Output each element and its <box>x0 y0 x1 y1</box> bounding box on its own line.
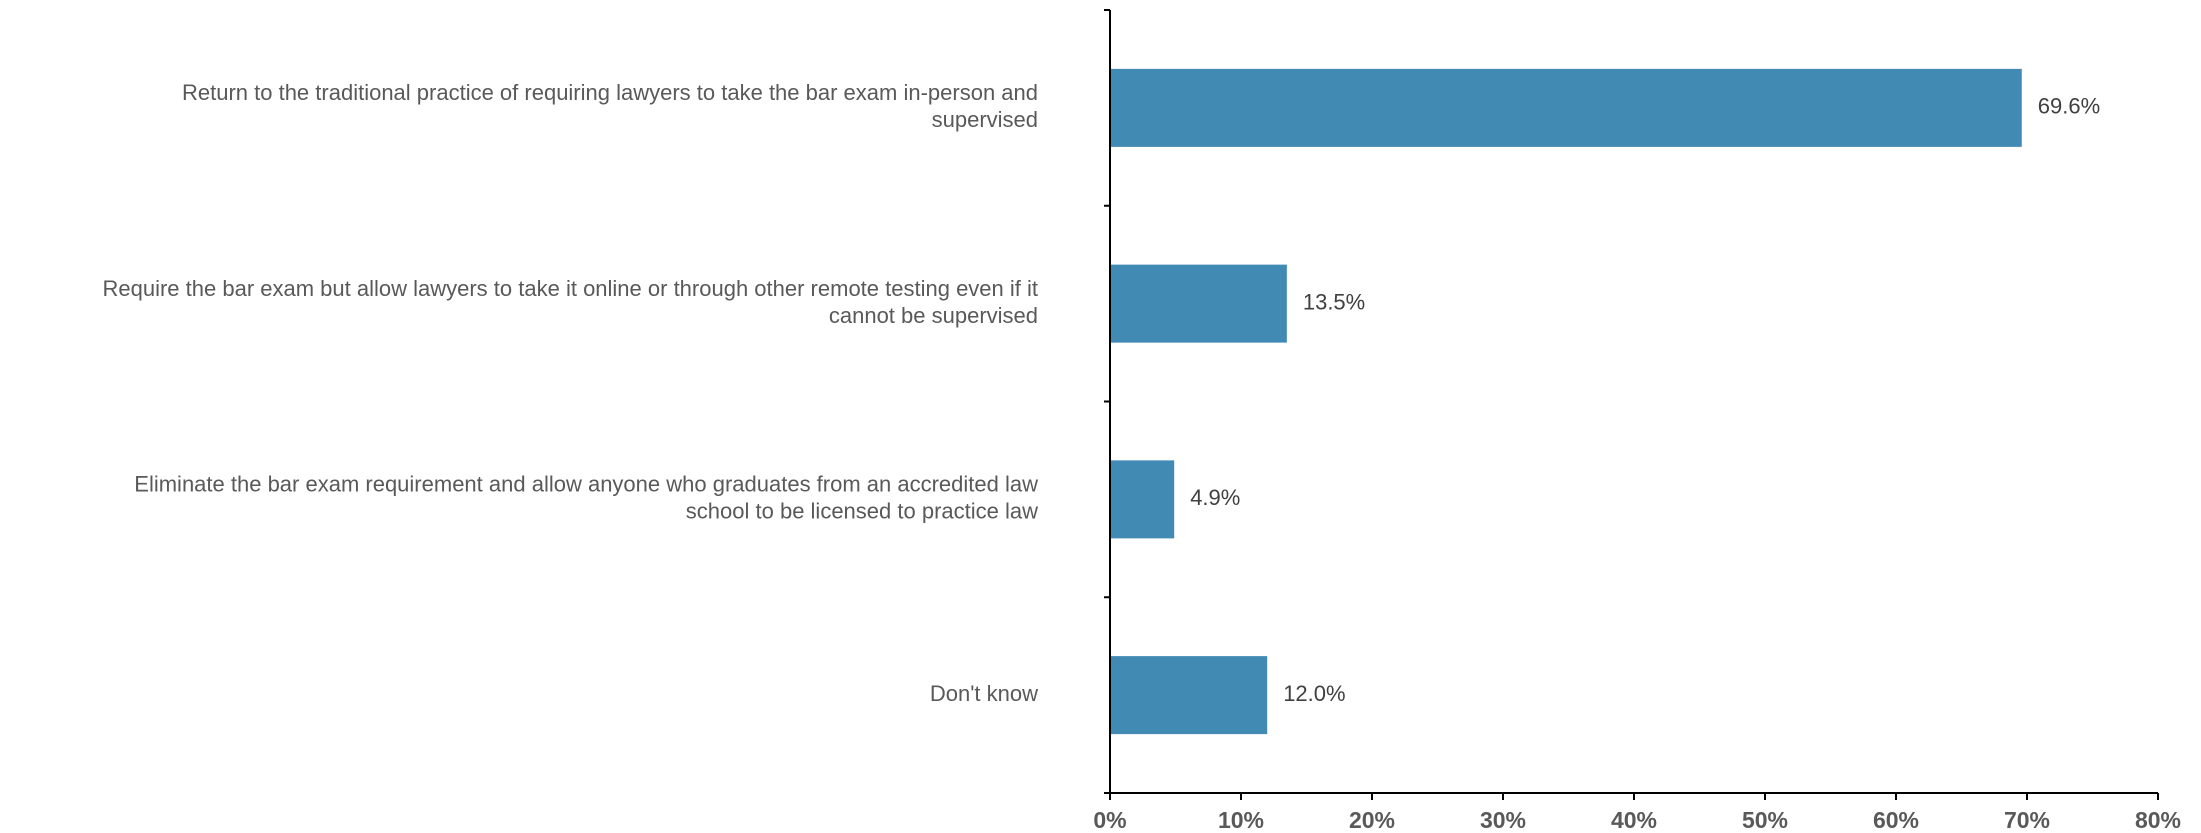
value-labels-group: 69.6% 13.5% 4.9% 12.0% <box>1190 94 2100 706</box>
value-label-2: 4.9% <box>1190 485 1240 510</box>
category-label-0-line-1: supervised <box>932 107 1038 132</box>
category-label-0: Return to the traditional practice of re… <box>182 80 1038 132</box>
category-label-0-line-0: Return to the traditional practice of re… <box>182 80 1038 105</box>
x-tick-label-1: 10% <box>1218 807 1264 833</box>
x-tick-label-2: 20% <box>1349 807 1395 833</box>
category-labels-group: Return to the traditional practice of re… <box>103 80 1039 706</box>
x-tick-label-8: 80% <box>2135 807 2181 833</box>
category-label-3-line-0: Don't know <box>930 681 1038 706</box>
category-label-1-line-0: Require the bar exam but allow lawyers t… <box>103 276 1039 301</box>
value-label-0: 69.6% <box>2038 94 2100 119</box>
bar-3 <box>1110 656 1268 735</box>
x-tick-label-0: 0% <box>1093 807 1126 833</box>
category-label-1: Require the bar exam but allow lawyers t… <box>103 276 1039 328</box>
x-tick-labels-group: 0% 10% 20% 30% 40% 50% 60% 70% 80% <box>1093 807 2181 833</box>
category-label-2-line-1: school to be licensed to practice law <box>686 499 1038 524</box>
x-tick-label-6: 60% <box>1873 807 1919 833</box>
x-tick-label-4: 40% <box>1611 807 1657 833</box>
bar-1 <box>1110 264 1287 343</box>
category-label-3: Don't know <box>930 681 1038 706</box>
bar-2 <box>1110 460 1175 539</box>
category-label-1-line-1: cannot be supervised <box>829 303 1038 328</box>
x-tick-label-3: 30% <box>1480 807 1526 833</box>
category-label-2-line-0: Eliminate the bar exam requirement and a… <box>134 472 1038 497</box>
axes-group <box>1104 9 2159 800</box>
value-label-1: 13.5% <box>1303 289 1365 314</box>
bars-group <box>1110 68 2022 735</box>
x-tick-label-7: 70% <box>2004 807 2050 833</box>
bar-0 <box>1110 68 2022 147</box>
x-tick-label-5: 50% <box>1742 807 1788 833</box>
value-label-3: 12.0% <box>1283 681 1345 706</box>
category-label-2: Eliminate the bar exam requirement and a… <box>134 472 1038 524</box>
